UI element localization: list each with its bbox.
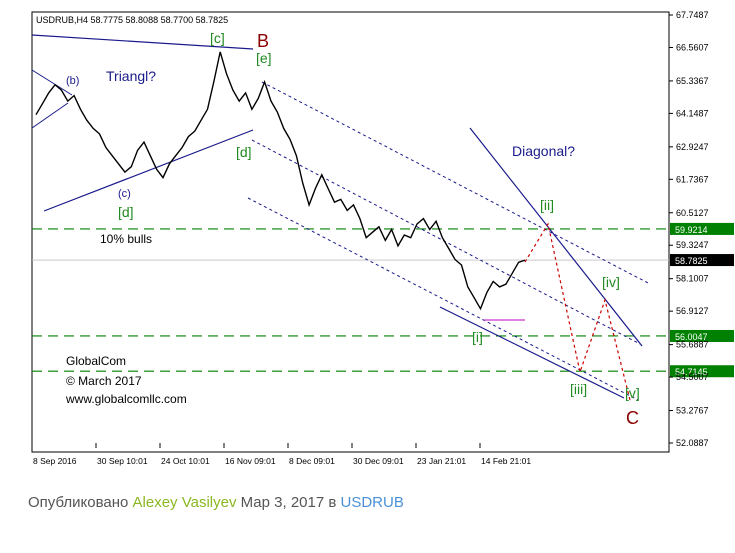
wave-label: B <box>257 31 269 51</box>
price-line <box>35 51 526 311</box>
price-levels: 59.9214 58.7825 56.0047 54.7145 <box>32 222 734 378</box>
chart-area: USDRUB,H4 58.7775 58.8088 58.7700 58.782… <box>31 10 734 466</box>
wave-label: [c] <box>210 30 225 46</box>
price-level-tag <box>670 222 734 235</box>
triangle-upper-line <box>31 34 254 50</box>
price-level-label: 59.9214 <box>675 225 708 235</box>
x-tick-label: 16 Nov 09:01 <box>225 456 276 466</box>
wave-label: 10% bulls <box>100 232 152 246</box>
watermark: GlobalCom © March 2017 www.globalcomllc.… <box>65 354 187 406</box>
y-tick-label: 54.5007 <box>676 372 709 382</box>
y-tick-label: 56.9127 <box>676 306 709 316</box>
wave-label: Diagonal? <box>512 143 575 159</box>
y-tick-label: 66.5607 <box>676 42 709 52</box>
caption-middle: Мар 3, 2017 в <box>240 494 337 511</box>
wave-label: (c) <box>118 188 131 200</box>
triangle-lower-line <box>43 129 254 212</box>
wave-label: [d] <box>118 204 134 220</box>
y-tick-label: 65.3367 <box>676 76 709 86</box>
channel-upper <box>261 81 651 285</box>
channel-middle <box>251 139 641 345</box>
diagonal-upper-line <box>469 127 643 347</box>
publication-caption: Опубликовано Alexey Vasilyev Мар 3, 2017… <box>28 494 404 511</box>
y-tick-label: 64.1487 <box>676 108 709 118</box>
x-tick-label: 8 Dec 09:01 <box>289 456 335 466</box>
price-chart: USDRUB,H4 58.7775 58.8088 58.7700 58.782… <box>31 10 734 466</box>
diagonal-lower-line <box>439 306 625 399</box>
price-level-tag <box>670 254 734 267</box>
triangle-left-line-a <box>31 69 73 96</box>
y-tick-label: 58.1007 <box>676 274 709 284</box>
x-tick-label: 30 Dec 09:01 <box>353 456 404 466</box>
author-link[interactable]: Alexey Vasilyev <box>132 494 237 511</box>
watermark-line-3: www.globalcomllc.com <box>65 392 187 406</box>
price-level-tag <box>670 365 734 378</box>
watermark-line-1: GlobalCom <box>66 354 126 368</box>
y-tick-label: 59.3247 <box>676 240 709 250</box>
wave-label: [d] <box>236 144 252 160</box>
x-axis: 8 Sep 2016 30 Sep 10:01 24 Oct 10:01 16 Nov… <box>31 443 531 466</box>
x-tick-label: 14 Feb 21:01 <box>481 456 531 466</box>
wave-label: [v] <box>625 385 640 401</box>
price-level-label: 56.0047 <box>675 332 708 342</box>
caption-prefix: Опубликовано <box>28 494 129 511</box>
wave-label: [iv] <box>602 274 620 290</box>
plot-frame <box>31 11 670 453</box>
price-level-label: 58.7825 <box>675 256 708 266</box>
y-tick-label: 60.5127 <box>676 208 709 218</box>
y-tick-label: 55.6887 <box>676 340 709 350</box>
chart-title: USDRUB,H4 58.7775 58.8088 58.7700 58.782… <box>36 15 228 25</box>
y-tick-label: 52.0887 <box>676 438 709 448</box>
wave-label: C <box>626 408 639 428</box>
x-tick-label: 8 Sep 2016 <box>33 456 77 466</box>
wave-label: Triangl? <box>106 68 156 84</box>
y-tick-label: 62.9247 <box>676 142 709 152</box>
wave-label: [iii] <box>570 381 587 397</box>
trend-lines <box>31 34 651 401</box>
price-level-tag <box>670 329 734 342</box>
y-axis: 67.7487 66.5607 65.3367 64.1487 62.9247 61.73… <box>669 10 709 448</box>
y-tick-label: 61.7367 <box>676 174 709 184</box>
wave-label: (b) <box>66 75 79 87</box>
wave-label: [i] <box>472 329 483 345</box>
price-level-label: 54.7145 <box>675 367 708 377</box>
x-tick-label: 23 Jan 21:01 <box>417 456 466 466</box>
watermark-line-2: © March 2017 <box>66 374 142 388</box>
y-tick-label: 67.7487 <box>676 10 709 20</box>
triangle-left-line-b <box>31 102 69 129</box>
wave-label: [e] <box>256 50 272 66</box>
wave-annotations: (b) Triangl? (c) [d] [c] B[e] [d] Diagonal? [ii]… <box>66 30 640 428</box>
channel-lower <box>247 197 639 401</box>
wave-label: [ii] <box>540 197 554 213</box>
y-tick-label: 53.2767 <box>676 406 709 416</box>
x-tick-label: 24 Oct 10:01 <box>161 456 210 466</box>
symbol-link[interactable]: USDRUB <box>340 494 404 511</box>
x-tick-label: 30 Sep 10:01 <box>97 456 148 466</box>
projection-path <box>524 222 631 401</box>
